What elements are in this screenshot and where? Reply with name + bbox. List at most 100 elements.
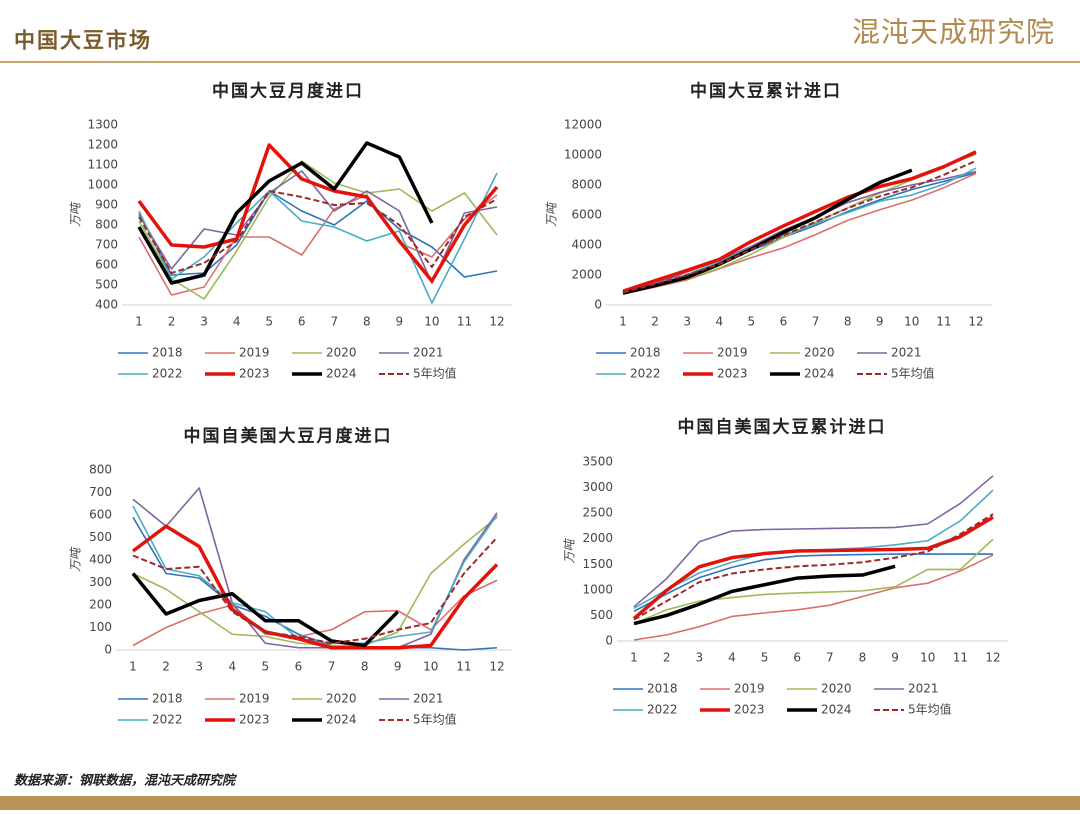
legend-label: 2021 — [908, 682, 939, 696]
series-line — [138, 160, 498, 300]
x-tick-label: 5 — [262, 660, 270, 674]
legend-label: 2021 — [413, 346, 444, 360]
series-line — [131, 524, 499, 650]
y-axis-label: 万吨 — [563, 538, 577, 564]
series-line — [633, 553, 993, 613]
y-axis-label: 万吨 — [69, 201, 83, 227]
chart-title: 中国大豆累计进口 — [690, 81, 842, 102]
x-tick-label: 9 — [394, 660, 402, 674]
y-tick-label: 1300 — [87, 118, 118, 132]
series-line — [137, 143, 499, 283]
x-tick-label: 4 — [233, 315, 241, 329]
y-tick-label: 1100 — [87, 158, 118, 172]
legend-label: 2021 — [891, 346, 922, 360]
y-tick-label: 900 — [95, 198, 118, 212]
chart-title: 中国自美国大豆月度进口 — [184, 426, 393, 447]
series-line — [132, 536, 498, 645]
legend-label: 2022 — [630, 367, 661, 381]
series-line — [622, 150, 977, 293]
y-tick-label: 0 — [104, 643, 112, 657]
legend-label: 2018 — [152, 346, 183, 360]
y-tick-label: 800 — [89, 463, 112, 477]
y-tick-label: 100 — [89, 620, 112, 634]
series-line — [633, 554, 994, 641]
legend-label: 2020 — [326, 692, 357, 706]
x-tick-label: 3 — [683, 315, 691, 329]
series-line — [633, 513, 994, 621]
legend-label: 2023 — [239, 367, 270, 381]
x-tick-label: 10 — [920, 651, 935, 665]
legend-label: 2022 — [647, 703, 678, 717]
legend-label: 2020 — [326, 346, 357, 360]
y-tick-label: 1500 — [582, 557, 613, 571]
x-tick-label: 11 — [953, 651, 968, 665]
chart-title: 中国大豆月度进口 — [212, 81, 364, 102]
chart-title: 中国自美国大豆累计进口 — [678, 417, 887, 438]
legend-label: 2018 — [647, 682, 678, 696]
y-tick-label: 700 — [95, 238, 118, 252]
source: 数据来源：钢联数据，混沌天成研究院 — [14, 773, 238, 789]
y-tick-label: 2000 — [582, 531, 613, 545]
series-line — [138, 190, 498, 274]
x-tick-label: 2 — [651, 315, 659, 329]
x-tick-label: 11 — [936, 315, 951, 329]
y-tick-label: 8000 — [571, 178, 602, 192]
legend-label: 2024 — [326, 367, 357, 381]
legend-label: 2021 — [413, 692, 444, 706]
legend-label: 2019 — [734, 682, 765, 696]
x-tick-label: 10 — [424, 315, 439, 329]
x-tick-label: 4 — [728, 651, 736, 665]
y-tick-label: 700 — [89, 485, 112, 499]
y-tick-label: 1000 — [87, 178, 118, 192]
x-tick-label: 5 — [748, 315, 756, 329]
x-tick-label: 7 — [812, 315, 820, 329]
x-tick-label: 10 — [904, 315, 919, 329]
header-title: 中国大豆市场 — [14, 28, 152, 53]
x-tick-label: 2 — [168, 315, 176, 329]
series-line — [138, 194, 498, 296]
logo: 混沌天成研究院 — [852, 16, 1055, 49]
x-tick-label: 8 — [844, 315, 852, 329]
x-tick-label: 12 — [489, 660, 504, 674]
y-tick-label: 12000 — [564, 118, 602, 132]
series-line — [138, 190, 498, 278]
series-line — [622, 167, 977, 293]
series-line — [137, 141, 434, 285]
x-tick-label: 5 — [265, 315, 273, 329]
x-tick-label: 6 — [780, 315, 788, 329]
y-tick-label: 400 — [89, 553, 112, 567]
x-tick-label: 12 — [489, 315, 504, 329]
y-tick-label: 10000 — [564, 148, 602, 162]
x-tick-label: 6 — [295, 660, 303, 674]
x-tick-label: 7 — [328, 660, 336, 674]
x-tick-label: 7 — [826, 651, 834, 665]
y-tick-label: 3500 — [582, 455, 613, 469]
header-rule — [0, 61, 1080, 63]
legend-label: 2023 — [717, 367, 748, 381]
legend-label: 2022 — [152, 367, 183, 381]
y-tick-label: 0 — [594, 298, 602, 312]
series-line — [132, 505, 498, 645]
x-tick-label: 9 — [891, 651, 899, 665]
x-tick-label: 12 — [985, 651, 1000, 665]
series-line — [633, 475, 994, 608]
x-tick-label: 3 — [695, 651, 703, 665]
legend-label: 2023 — [239, 713, 270, 727]
y-tick-label: 300 — [89, 575, 112, 589]
x-tick-label: 1 — [135, 315, 143, 329]
x-tick-label: 10 — [423, 660, 438, 674]
x-tick-label: 11 — [457, 315, 472, 329]
x-tick-label: 9 — [396, 315, 404, 329]
footer-bar — [0, 796, 1080, 810]
x-tick-label: 1 — [619, 315, 627, 329]
series-line — [622, 172, 977, 295]
x-tick-label: 1 — [129, 660, 137, 674]
y-tick-label: 3000 — [582, 480, 613, 494]
y-tick-label: 2500 — [582, 506, 613, 520]
x-tick-label: 6 — [298, 315, 306, 329]
series-line — [632, 515, 994, 620]
legend-label: 5年均值 — [891, 366, 935, 381]
x-tick-label: 8 — [363, 315, 371, 329]
legend-label: 5年均值 — [908, 702, 952, 717]
